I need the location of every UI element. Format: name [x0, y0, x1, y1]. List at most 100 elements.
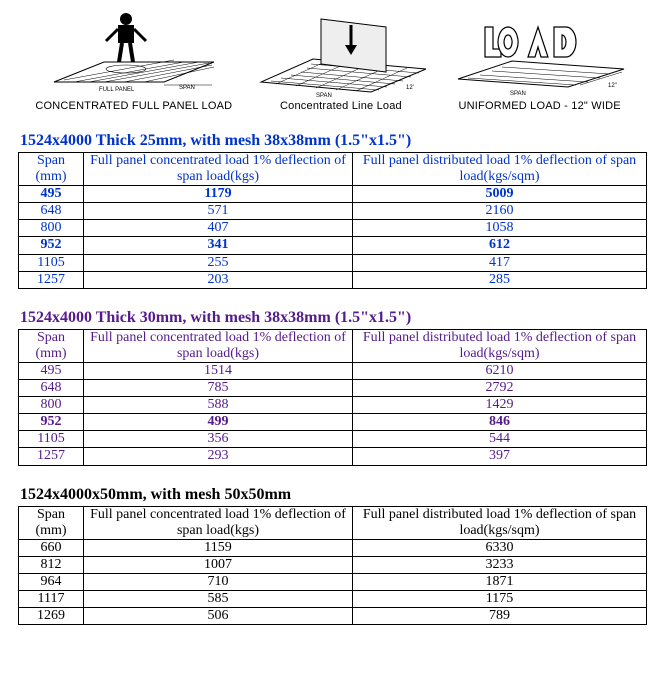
concentrated-line-icon: SPAN 12': [251, 7, 431, 97]
table-title: 1524x4000 Thick 30mm, with mesh 38x38mm …: [18, 309, 647, 327]
diagram-concentrated-line: SPAN 12' Concentrated Line Load: [251, 7, 431, 112]
diagram-label-concentrated-panel: CONCENTRATED FULL PANEL LOAD: [35, 100, 232, 112]
table-row: 952341612: [19, 237, 647, 254]
cell-dist: 1058: [353, 220, 647, 237]
cell-span: 800: [19, 220, 84, 237]
col-header-concentrated: Full panel concentrated load 1% deflecti…: [84, 153, 353, 186]
load-table: Span(mm)Full panel concentrated load 1% …: [18, 506, 647, 626]
cell-dist: 2160: [353, 203, 647, 220]
cell-conc: 499: [84, 414, 353, 431]
table-row: 952499846: [19, 414, 647, 431]
cell-conc: 1159: [84, 539, 353, 556]
cell-span: 495: [19, 186, 84, 203]
cell-span: 1105: [19, 431, 84, 448]
table-block-1: 1524x4000 Thick 30mm, with mesh 38x38mm …: [18, 309, 647, 466]
table-row: 6485712160: [19, 203, 647, 220]
col-header-span: Span(mm): [19, 506, 84, 539]
cell-dist: 5009: [353, 186, 647, 203]
table-row: 8004071058: [19, 220, 647, 237]
table-row: 11175851175: [19, 590, 647, 607]
cell-dist: 3233: [353, 556, 647, 573]
cell-span: 964: [19, 573, 84, 590]
cell-conc: 255: [84, 254, 353, 271]
cell-dist: 612: [353, 237, 647, 254]
cell-conc: 341: [84, 237, 353, 254]
svg-text:12': 12': [406, 85, 414, 91]
table-title: 1524x4000x50mm, with mesh 50x50mm: [18, 486, 647, 504]
cell-dist: 846: [353, 414, 647, 431]
cell-dist: 2792: [353, 380, 647, 397]
diagram-label-uniform: UNIFORMED LOAD - 12" WIDE: [458, 100, 620, 112]
table-row: 1105356544: [19, 431, 647, 448]
cell-conc: 293: [84, 448, 353, 465]
tables-container: 1524x4000 Thick 25mm, with mesh 38x38mm …: [18, 132, 647, 625]
cell-conc: 1514: [84, 362, 353, 379]
col-header-distributed: Full panel distributed load 1% deflectio…: [353, 153, 647, 186]
concentrated-panel-icon: FULL PANEL SPAN: [44, 7, 224, 97]
diagram-label-concentrated-line: Concentrated Line Load: [280, 100, 402, 112]
cell-dist: 544: [353, 431, 647, 448]
svg-text:SPAN: SPAN: [510, 91, 526, 97]
diagram-concentrated-panel: FULL PANEL SPAN CONCENTRATED FULL PANEL …: [35, 7, 232, 112]
cell-dist: 6210: [353, 362, 647, 379]
col-header-span: Span(mm): [19, 153, 84, 186]
cell-conc: 1179: [84, 186, 353, 203]
table-row: 1269506789: [19, 608, 647, 625]
cell-span: 1117: [19, 590, 84, 607]
table-row: 8005881429: [19, 397, 647, 414]
cell-conc: 407: [84, 220, 353, 237]
cell-span: 1105: [19, 254, 84, 271]
col-header-concentrated: Full panel concentrated load 1% deflecti…: [84, 506, 353, 539]
svg-text:SPAN: SPAN: [316, 93, 332, 97]
cell-dist: 1175: [353, 590, 647, 607]
cell-dist: 6330: [353, 539, 647, 556]
table-row: 66011596330: [19, 539, 647, 556]
cell-dist: 285: [353, 271, 647, 288]
table-row: 9647101871: [19, 573, 647, 590]
cell-span: 812: [19, 556, 84, 573]
cell-conc: 506: [84, 608, 353, 625]
cell-conc: 785: [84, 380, 353, 397]
table-row: 81210073233: [19, 556, 647, 573]
table-title: 1524x4000 Thick 25mm, with mesh 38x38mm …: [18, 132, 647, 150]
table-row: 1257203285: [19, 271, 647, 288]
col-header-distributed: Full panel distributed load 1% deflectio…: [353, 506, 647, 539]
diagram-uniform: SPAN 12" UNIFORMED LOAD - 12" WIDE: [450, 7, 630, 112]
svg-text:FULL PANEL: FULL PANEL: [99, 87, 135, 93]
cell-conc: 356: [84, 431, 353, 448]
cell-conc: 571: [84, 203, 353, 220]
cell-span: 660: [19, 539, 84, 556]
cell-span: 1269: [19, 608, 84, 625]
cell-conc: 1007: [84, 556, 353, 573]
cell-span: 952: [19, 414, 84, 431]
col-header-concentrated: Full panel concentrated load 1% deflecti…: [84, 329, 353, 362]
cell-span: 648: [19, 380, 84, 397]
svg-text:12": 12": [608, 83, 617, 89]
cell-span: 648: [19, 203, 84, 220]
cell-span: 1257: [19, 448, 84, 465]
cell-dist: 417: [353, 254, 647, 271]
cell-conc: 585: [84, 590, 353, 607]
cell-conc: 710: [84, 573, 353, 590]
cell-span: 1257: [19, 271, 84, 288]
table-row: 1105255417: [19, 254, 647, 271]
cell-dist: 789: [353, 608, 647, 625]
cell-span: 800: [19, 397, 84, 414]
col-header-distributed: Full panel distributed load 1% deflectio…: [353, 329, 647, 362]
table-row: 49511795009: [19, 186, 647, 203]
cell-dist: 1871: [353, 573, 647, 590]
uniform-load-icon: SPAN 12": [450, 7, 630, 97]
cell-dist: 397: [353, 448, 647, 465]
cell-span: 495: [19, 362, 84, 379]
svg-text:SPAN: SPAN: [179, 85, 195, 91]
table-row: 49515146210: [19, 362, 647, 379]
load-table: Span(mm)Full panel concentrated load 1% …: [18, 329, 647, 466]
table-row: 1257293397: [19, 448, 647, 465]
load-table: Span(mm)Full panel concentrated load 1% …: [18, 152, 647, 289]
cell-conc: 203: [84, 271, 353, 288]
cell-span: 952: [19, 237, 84, 254]
table-row: 6487852792: [19, 380, 647, 397]
diagrams-row: FULL PANEL SPAN CONCENTRATED FULL PANEL …: [18, 7, 647, 112]
cell-dist: 1429: [353, 397, 647, 414]
cell-conc: 588: [84, 397, 353, 414]
